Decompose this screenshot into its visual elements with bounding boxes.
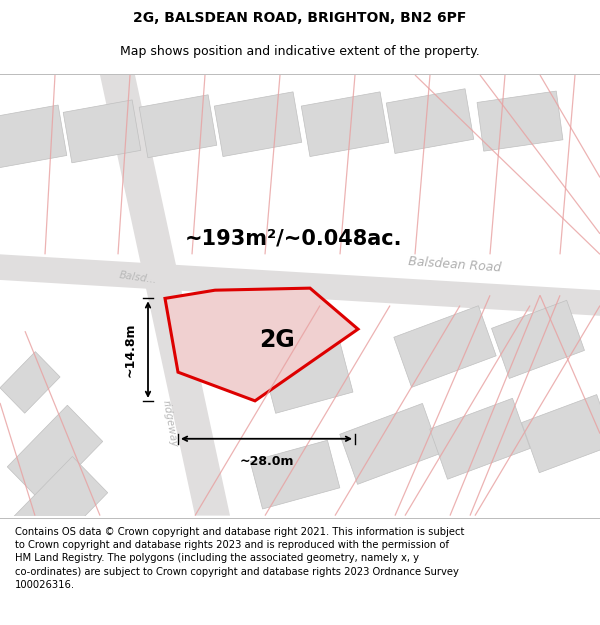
Polygon shape [386,89,474,154]
Polygon shape [0,352,60,413]
Text: Map shows position and indicative extent of the property.: Map shows position and indicative extent… [120,45,480,58]
Polygon shape [63,100,141,163]
Polygon shape [100,75,230,516]
Text: ~28.0m: ~28.0m [239,455,294,468]
Polygon shape [139,95,217,158]
Text: 2G: 2G [259,328,295,352]
Polygon shape [430,398,530,479]
Text: ~193m²/~0.048ac.: ~193m²/~0.048ac. [185,229,403,249]
Polygon shape [477,91,563,151]
Text: Balsdean Road: Balsdean Road [408,255,502,274]
Text: 2G, BALSDEAN ROAD, BRIGHTON, BN2 6PF: 2G, BALSDEAN ROAD, BRIGHTON, BN2 6PF [133,11,467,25]
Text: ridgeway: ridgeway [161,399,179,448]
Polygon shape [250,440,340,509]
Text: Contains OS data © Crown copyright and database right 2021. This information is : Contains OS data © Crown copyright and d… [15,527,464,590]
Polygon shape [0,254,600,316]
Text: ~14.8m: ~14.8m [124,322,137,377]
Polygon shape [12,456,108,554]
Polygon shape [0,105,67,168]
Polygon shape [165,288,358,401]
Polygon shape [214,92,302,156]
Polygon shape [301,92,389,156]
Polygon shape [7,405,103,503]
Polygon shape [257,321,353,413]
Polygon shape [521,394,600,472]
Polygon shape [340,404,440,484]
Polygon shape [394,306,496,388]
Polygon shape [491,301,584,378]
Text: Balsd...: Balsd... [118,270,158,286]
